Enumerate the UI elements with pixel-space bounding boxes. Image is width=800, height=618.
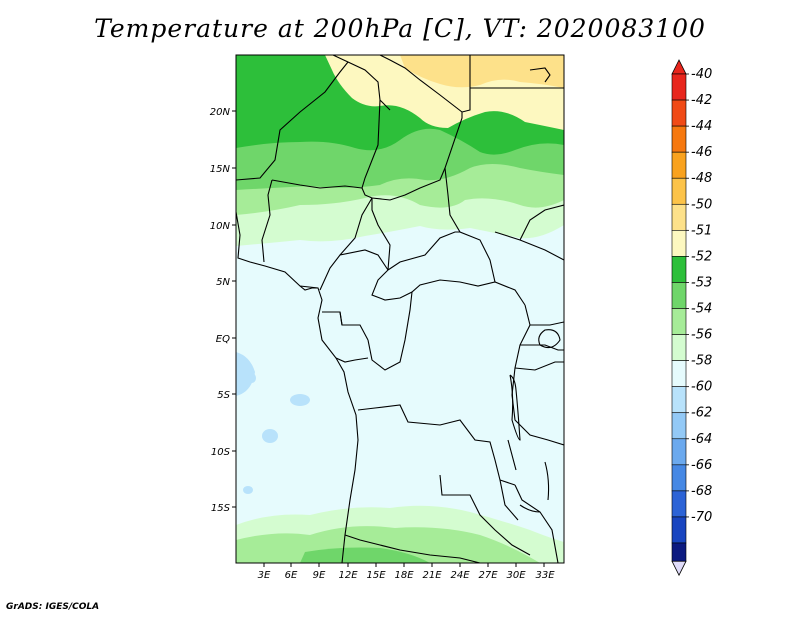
colorbar-swatch-bottom (671, 542, 687, 562)
colorbar-swatch (671, 256, 687, 283)
colorbar-swatch (671, 490, 687, 518)
colorbar-swatch (671, 386, 687, 414)
lat-tick-label: EQ (216, 334, 230, 345)
colorbar-label: -52 (691, 249, 712, 264)
map-frame (235, 54, 565, 564)
colorbar-label: -54 (691, 302, 712, 317)
colorbar-label: -64 (691, 432, 712, 447)
colorbar-swatch (671, 230, 687, 257)
colorbar-label: -68 (691, 484, 712, 499)
lon-tick-label: 12E (338, 570, 358, 581)
colorbar-label: -53 (691, 275, 712, 290)
colorbar-swatch (671, 438, 687, 466)
lon-tick-marks (263, 563, 545, 567)
colorbar-swatch (671, 99, 687, 127)
colorbar-label: -46 (691, 145, 712, 160)
colorbar-swatch (671, 516, 687, 544)
lat-tick-label: 10N (210, 221, 231, 232)
colorbar-swatch (671, 360, 687, 387)
lat-tick-label: 10S (211, 447, 231, 458)
country-borders (236, 55, 564, 563)
colorbar-label: -50 (691, 197, 712, 212)
colorbar-label: -62 (691, 406, 712, 421)
colorbar-label: -66 (691, 458, 712, 473)
colorbar-label: -42 (691, 93, 712, 108)
lat-tick-label: 5S (217, 390, 230, 401)
lon-tick-label: 18E (394, 570, 414, 581)
lon-tick-label: 24E (450, 570, 470, 581)
lat-tick-label: 20N (210, 107, 231, 118)
lat-tick-labels: 20N 15N 10N 5N EQ 5S 10S 15S (210, 107, 231, 514)
colorbar-label: -56 (691, 328, 712, 343)
colorbar-label: -40 (691, 67, 712, 82)
colorbar-label: -44 (691, 119, 712, 134)
colorbar: -40 -42 -44 -46 -48 -50 -51 -52 -53 -54 -56 -58 -60 -… (671, 59, 712, 577)
colorbar-swatch (671, 73, 687, 101)
lon-tick-label: 27E (478, 570, 498, 581)
temperature-field (236, 55, 564, 563)
colorbar-label: -48 (691, 171, 712, 186)
colorbar-swatch (671, 282, 687, 309)
colorbar-swatch (671, 334, 687, 361)
colorbar-swatch (671, 464, 687, 492)
colorbar-label: -70 (691, 510, 712, 525)
lon-tick-label: 21E (422, 570, 442, 581)
lon-tick-label: 15E (366, 570, 386, 581)
lon-tick-label: 9E (313, 570, 326, 581)
colorbar-swatch (671, 151, 687, 179)
colorbar-swatch (671, 125, 687, 153)
colorbar-swatch (671, 412, 687, 440)
lat-tick-label: 15N (210, 164, 231, 175)
lat-tick-label: 15S (211, 503, 231, 514)
lat-tick-marks (232, 110, 236, 508)
colorbar-swatch (671, 203, 687, 231)
colorbar-swatch (671, 308, 687, 335)
colorbar-bottom-arrow (671, 560, 687, 577)
lon-tick-labels: 3E 6E 9E 12E 15E 18E 21E 24E 27E 30E 33E (258, 570, 556, 581)
colorbar-swatch (671, 177, 687, 205)
colorbar-label: -58 (691, 354, 712, 369)
map-title: Temperature at 200hPa [C], VT: 202008310… (94, 14, 706, 43)
footer-credit: GrADS: IGES/COLA (6, 602, 100, 612)
colorbar-top-arrow (671, 59, 687, 75)
colorbar-label: -60 (691, 380, 712, 395)
lon-tick-label: 30E (506, 570, 526, 581)
lon-tick-label: 3E (258, 570, 271, 581)
lon-tick-label: 6E (285, 570, 298, 581)
lat-tick-label: 5N (216, 277, 230, 288)
colorbar-label: -51 (691, 223, 712, 238)
lon-tick-label: 33E (535, 570, 555, 581)
